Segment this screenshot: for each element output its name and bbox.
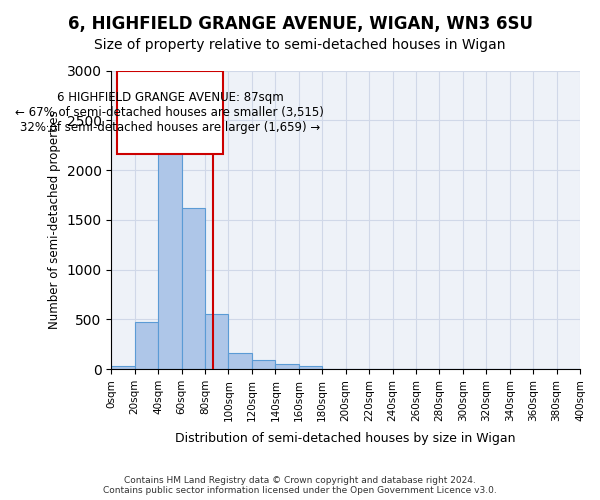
- Bar: [135, 322, 158, 369]
- Text: 6 HIGHFIELD GRANGE AVENUE: 87sqm
← 67% of semi-detached houses are smaller (3,51: 6 HIGHFIELD GRANGE AVENUE: 87sqm ← 67% o…: [16, 91, 325, 134]
- Bar: [275, 364, 299, 369]
- X-axis label: Distribution of semi-detached houses by size in Wigan: Distribution of semi-detached houses by …: [175, 432, 516, 445]
- Y-axis label: Number of semi-detached properties: Number of semi-detached properties: [48, 110, 61, 329]
- FancyBboxPatch shape: [117, 70, 223, 154]
- Bar: [112, 366, 135, 369]
- Bar: [299, 366, 322, 369]
- Bar: [205, 314, 229, 369]
- Text: Contains HM Land Registry data © Crown copyright and database right 2024.
Contai: Contains HM Land Registry data © Crown c…: [103, 476, 497, 495]
- Bar: [229, 353, 252, 369]
- Bar: [182, 208, 205, 369]
- Bar: [252, 360, 275, 369]
- Bar: [158, 140, 182, 369]
- Text: 6, HIGHFIELD GRANGE AVENUE, WIGAN, WN3 6SU: 6, HIGHFIELD GRANGE AVENUE, WIGAN, WN3 6…: [67, 15, 533, 33]
- Text: Size of property relative to semi-detached houses in Wigan: Size of property relative to semi-detach…: [94, 38, 506, 52]
